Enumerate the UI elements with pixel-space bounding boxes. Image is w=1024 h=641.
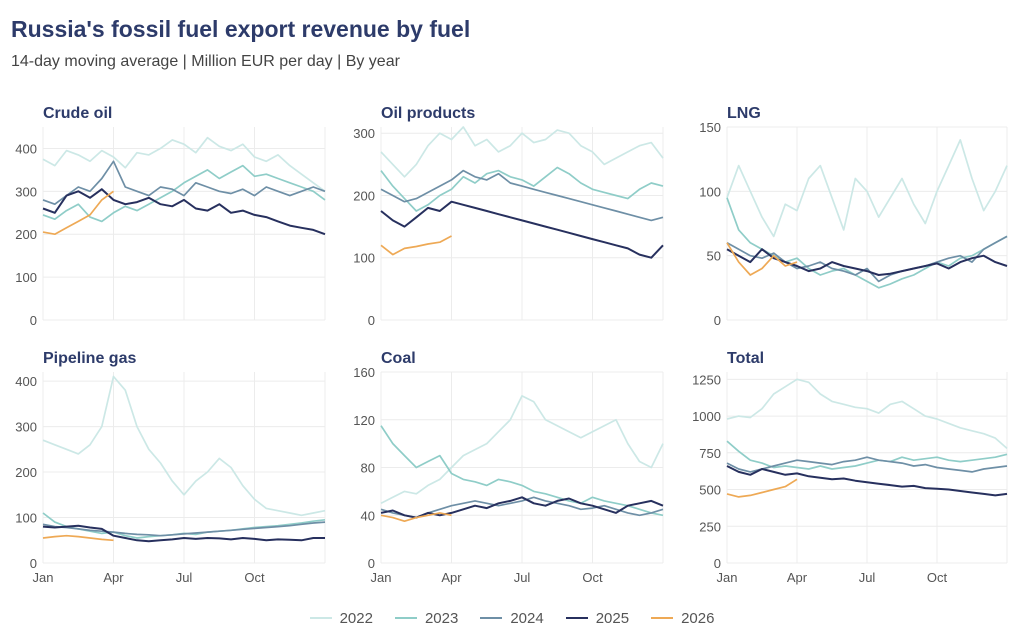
legend-swatch-2024 [480,617,503,619]
legend-item-2025[interactable]: 2025 [565,609,630,627]
y-tick-label: 300 [15,184,37,199]
series-line-2025 [380,496,664,519]
legend-label-2026: 2026 [681,609,715,627]
legend-swatch-2023 [394,617,417,619]
legend-item-2022[interactable]: 2022 [309,609,373,627]
series-line-2025 [726,465,1008,497]
y-tick-label: 0 [714,313,721,328]
series-line-2024 [726,235,1008,283]
y-tick-label: 150 [699,120,721,135]
y-tick-label: 250 [699,519,721,534]
series-line-2025 [42,524,325,543]
y-tick-label: 750 [699,446,721,461]
legend-label-2023: 2023 [424,609,459,627]
y-tick-label: 200 [15,465,37,480]
x-tick-label: Oct [582,570,603,585]
legend-item-2026[interactable]: 2026 [651,610,714,627]
series-line-2022 [726,139,1008,238]
x-tick-label: Oct [244,570,265,585]
y-tick-label: 50 [707,249,721,264]
legend-label-2024: 2024 [510,609,544,627]
y-tick-label: 0 [368,556,375,571]
y-tick-label: 100 [15,270,37,285]
legend-item-2024[interactable]: 2024 [480,609,544,627]
legend-swatch-2022 [309,617,332,619]
y-tick-label: 500 [699,483,721,498]
x-tick-label: Jul [514,570,531,585]
series-line-2022 [42,136,326,192]
y-tick-label: 40 [361,508,375,523]
y-tick-label: 400 [15,141,37,156]
legend-label-2025: 2025 [595,609,630,627]
x-tick-label: Apr [103,570,124,585]
y-tick-label: 200 [353,188,375,203]
series-line-2022 [380,395,664,505]
y-tick-label: 80 [361,461,375,476]
legend-swatch-2026 [651,617,674,619]
series-line-2026 [726,242,798,276]
y-tick-label: 160 [353,365,375,380]
x-tick-label: Jan [717,570,738,585]
y-tick-label: 100 [353,251,375,266]
series-line-2024 [380,169,664,222]
series-line-2026 [726,478,798,498]
series-line-2024 [42,160,326,206]
x-tick-label: Jul [859,570,876,585]
y-tick-label: 300 [15,420,37,435]
x-tick-label: Jan [33,570,54,585]
panel-total: Total 0 250 500 750 1000 1250 Jan Apr Jul Oct [692,350,1008,585]
series-line-2025 [42,188,326,236]
panel-title: LNG [727,105,761,122]
panel-lng: LNG 0 50 100 150 [699,105,1008,328]
chart-title: Russia's fossil fuel export revenue by f… [11,16,471,42]
x-tick-label: Jul [176,570,193,585]
y-tick-label: 100 [15,511,37,526]
panel-title: Coal [381,350,416,367]
series-line-2024 [726,456,1008,473]
y-tick-label: 400 [15,374,37,389]
series-line-2026 [380,512,452,523]
y-tick-label: 0 [368,313,375,328]
series-line-2026 [42,190,115,236]
x-tick-label: Oct [927,570,948,585]
y-tick-label: 100 [699,184,721,199]
series-line-2022 [726,378,1008,450]
series-line-2024 [42,521,326,537]
panel-coal: Coal 0 40 80 120 160 Jan Apr Jul Oct [353,350,664,585]
series-line-2023 [380,425,664,517]
x-tick-label: Jan [371,570,392,585]
y-tick-label: 0 [714,556,721,571]
series-line-2022 [42,375,326,517]
legend-item-2023[interactable]: 2023 [394,609,459,627]
y-tick-label: 300 [353,126,375,141]
panel-title: Total [727,350,764,367]
series-line-2023 [380,166,664,212]
panel-crude-oil: Crude oil 0 100 200 300 400 [15,105,326,328]
panel-title: Crude oil [43,105,112,122]
chart-subtitle: 14-day moving average | Million EUR per … [11,53,400,70]
y-tick-label: 120 [353,413,375,428]
legend-label-2022: 2022 [339,609,373,627]
y-tick-label: 1000 [692,409,721,424]
x-tick-label: Apr [787,570,808,585]
x-tick-label: Apr [441,570,462,585]
y-tick-label: 0 [30,313,37,328]
panel-title: Oil products [381,105,475,122]
panel-pipeline-gas: Pipeline gas 0 100 200 300 400 Jan Apr Jul Oct [15,350,326,585]
y-tick-label: 1250 [692,372,721,387]
series-line-2023 [42,164,326,223]
series-line-2025 [380,200,664,259]
panel-oil-products: Oil products 0 100 200 300 [353,105,664,328]
series-line-2023 [726,440,1008,470]
series-line-2026 [380,235,452,256]
y-tick-label: 200 [15,227,37,242]
legend-swatch-2025 [565,617,588,619]
legend: 2022 2023 2024 2025 2026 [0,606,1024,630]
series-line-2026 [42,534,114,542]
panel-title: Pipeline gas [43,350,136,367]
series-line-2022 [380,126,664,178]
y-tick-label: 0 [30,556,37,571]
series-line-2025 [726,248,1008,276]
